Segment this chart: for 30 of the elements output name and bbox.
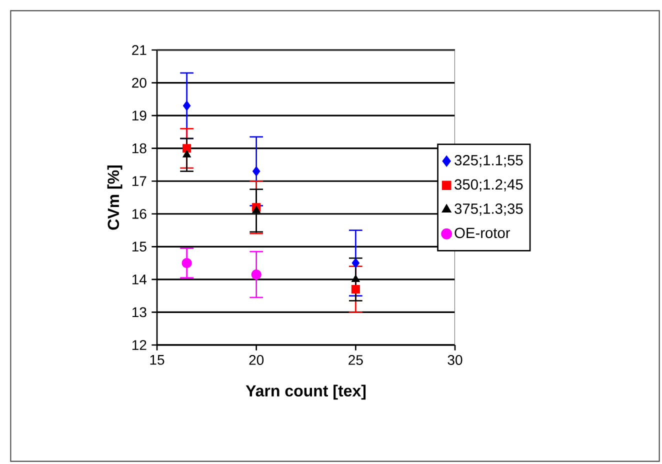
legend-label: 375;1.3;35 — [454, 204, 523, 216]
y-tick-label: 15 — [132, 242, 146, 252]
x-tick-label: 15 — [150, 355, 164, 365]
x-axis-title: Yarn count [tex] — [246, 384, 366, 400]
legend-label: OE-rotor — [454, 228, 510, 238]
y-tick-label: 14 — [132, 274, 147, 284]
y-tick-label: 16 — [132, 208, 146, 219]
point — [252, 166, 260, 176]
legend-label: 350;1.2;45 — [454, 179, 523, 192]
y-tick-label: 20 — [132, 78, 146, 88]
x-tick-label: 30 — [448, 355, 462, 365]
point — [352, 258, 360, 268]
point — [351, 274, 360, 282]
point — [182, 258, 192, 268]
y-tick-label: 12 — [132, 340, 146, 350]
point — [251, 269, 262, 280]
y-tick-label: 13 — [132, 307, 146, 318]
point — [182, 150, 191, 158]
legend-label: 325;1.1;55 — [454, 155, 523, 168]
x-tick-label: 25 — [348, 355, 363, 365]
point — [351, 285, 360, 294]
y-tick-label: 21 — [132, 45, 146, 55]
x-tick-label: 20 — [249, 355, 264, 365]
y-axis-title: CVm [%] — [107, 166, 122, 230]
y-tick-label: 17 — [132, 176, 146, 186]
point — [252, 206, 261, 214]
y-tick-label: 19 — [132, 110, 146, 121]
point — [182, 100, 191, 111]
y-tick-label: 18 — [132, 143, 146, 154]
point — [182, 144, 192, 153]
